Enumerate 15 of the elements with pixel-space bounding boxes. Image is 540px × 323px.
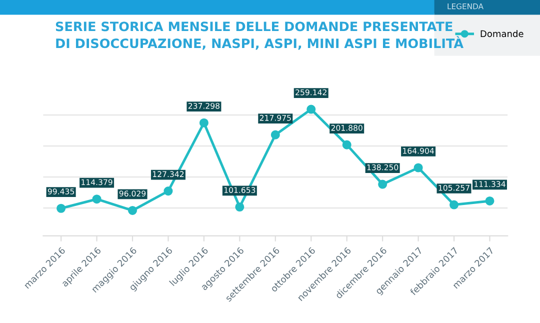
chart-title: SERIE STORICA MENSILE DELLE DOMANDE PRESENTATE DI DISOCCUPAZIONE, NASPI, ASPI, MINI ASPI E MOBILITÀ <box>56 22 464 50</box>
point <box>342 140 352 150</box>
point <box>450 200 459 210</box>
point <box>128 206 138 216</box>
point <box>378 180 388 189</box>
point <box>199 118 208 128</box>
point <box>164 186 173 196</box>
point <box>235 202 244 212</box>
point <box>306 104 316 114</box>
legend-label: Domande <box>480 30 524 38</box>
point <box>92 194 102 204</box>
point <box>485 196 494 206</box>
point <box>414 163 423 172</box>
point <box>56 204 66 213</box>
point <box>270 130 280 140</box>
